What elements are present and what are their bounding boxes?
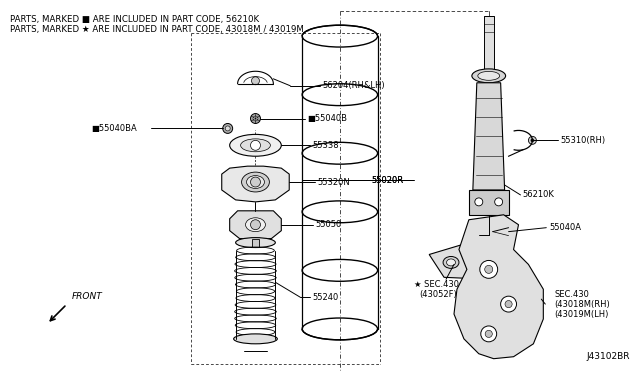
Polygon shape: [230, 211, 282, 238]
Text: SEC.430: SEC.430: [554, 290, 589, 299]
Text: ★ SEC.430: ★ SEC.430: [414, 280, 460, 289]
Text: J43102BR: J43102BR: [586, 352, 630, 361]
Circle shape: [225, 126, 230, 131]
Ellipse shape: [484, 229, 493, 235]
Text: 55050: 55050: [315, 220, 341, 229]
Circle shape: [529, 137, 536, 144]
Circle shape: [505, 301, 512, 308]
Bar: [469, 190, 509, 215]
Polygon shape: [473, 83, 504, 190]
Ellipse shape: [241, 172, 269, 192]
Text: 56210K: 56210K: [522, 190, 554, 199]
Ellipse shape: [246, 218, 266, 232]
Ellipse shape: [472, 69, 506, 83]
Text: (43018M(RH): (43018M(RH): [554, 299, 610, 309]
Ellipse shape: [246, 176, 264, 189]
Circle shape: [250, 140, 260, 150]
Bar: [252, 238, 259, 247]
Polygon shape: [221, 166, 289, 202]
Text: ■55040B: ■55040B: [307, 114, 347, 123]
Polygon shape: [454, 215, 543, 359]
Text: 55310(RH): 55310(RH): [560, 136, 605, 145]
Circle shape: [223, 124, 233, 134]
Bar: [484, 16, 493, 76]
Text: PARTS, MARKED ■ ARE INCLUDED IN PART CODE, 56210K: PARTS, MARKED ■ ARE INCLUDED IN PART COD…: [10, 15, 259, 24]
Ellipse shape: [241, 139, 270, 152]
Circle shape: [531, 139, 534, 142]
Circle shape: [253, 116, 258, 121]
Text: (43019M(LH): (43019M(LH): [554, 310, 609, 318]
Circle shape: [250, 220, 260, 230]
Text: 55338: 55338: [312, 141, 339, 150]
Text: FRONT: FRONT: [72, 292, 102, 301]
Circle shape: [500, 296, 516, 312]
Circle shape: [485, 330, 492, 337]
Text: 55020R: 55020R: [372, 176, 404, 185]
Text: 55320N: 55320N: [317, 177, 350, 186]
Text: (43052F): (43052F): [419, 290, 457, 299]
Text: 55020R: 55020R: [372, 176, 404, 185]
Circle shape: [252, 77, 259, 85]
Circle shape: [250, 113, 260, 124]
Ellipse shape: [236, 238, 275, 247]
Ellipse shape: [478, 71, 500, 80]
Circle shape: [475, 198, 483, 206]
Circle shape: [250, 177, 260, 187]
Circle shape: [481, 326, 497, 342]
Ellipse shape: [443, 256, 459, 268]
Text: PARTS, MARKED ★ ARE INCLUDED IN PART CODE, 43018M / 43019M .: PARTS, MARKED ★ ARE INCLUDED IN PART COD…: [10, 25, 310, 34]
Text: 55040A: 55040A: [549, 223, 581, 232]
Circle shape: [484, 265, 493, 273]
Ellipse shape: [234, 334, 277, 344]
Text: 55240: 55240: [312, 293, 339, 302]
Text: 56204(RH&LH): 56204(RH&LH): [322, 81, 385, 90]
Ellipse shape: [447, 259, 456, 266]
Circle shape: [480, 260, 498, 278]
Polygon shape: [429, 240, 509, 279]
Text: ■55040BA: ■55040BA: [92, 124, 138, 133]
Circle shape: [495, 198, 502, 206]
Ellipse shape: [230, 134, 282, 156]
